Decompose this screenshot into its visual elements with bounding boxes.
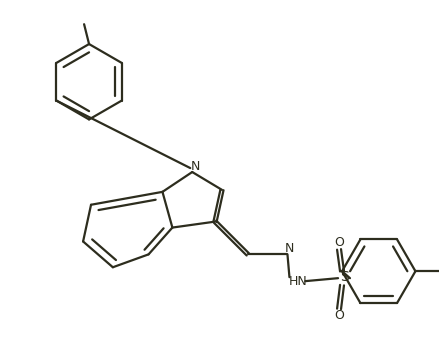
Text: O: O [334,309,344,322]
Text: N: N [285,242,294,255]
Text: S: S [340,270,348,284]
Text: N: N [191,159,200,172]
Text: HN: HN [289,275,308,288]
Text: O: O [334,236,344,249]
